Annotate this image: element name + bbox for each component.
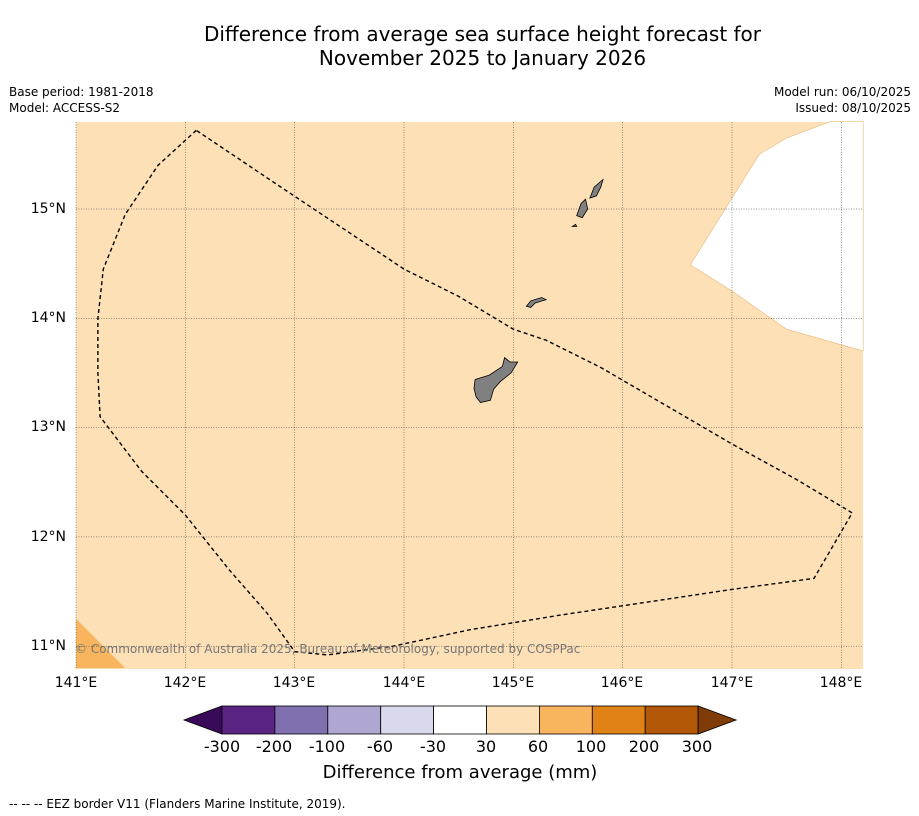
colorbar-tick-label: -300	[203, 737, 241, 756]
lon-label: 147°E	[710, 675, 754, 691]
colorbar-segment	[486, 705, 540, 735]
gridlines	[75, 122, 863, 669]
colorbar-segment	[591, 705, 646, 735]
lon-label: 146°E	[600, 675, 644, 691]
colorbar-tick-label: 200	[628, 737, 660, 756]
lat-label: 11°N	[30, 638, 66, 654]
base-period: Base period: 1981-2018	[9, 85, 154, 99]
lon-label: 145°E	[491, 675, 535, 691]
lon-label: 141°E	[54, 675, 98, 691]
map-title: Difference from average sea surface heig…	[0, 22, 919, 70]
neutral-anomaly-region	[689, 121, 864, 352]
title-line-1: Difference from average sea surface heig…	[203, 22, 762, 46]
island-tinian	[576, 198, 589, 219]
colorbar-segment	[221, 705, 276, 735]
eez-legend-note: -- -- -- EEZ border V11 (Flanders Marine…	[9, 797, 346, 811]
colorbar-tick-label: -200	[255, 737, 293, 756]
meta-left: Base period: 1981-2018 Model: ACCESS-S2	[9, 84, 154, 116]
colorbar-segment	[433, 705, 487, 735]
lon-label: 144°E	[382, 675, 426, 691]
lon-label: 143°E	[272, 675, 316, 691]
colorbar-tick-label: 100	[575, 737, 607, 756]
colorbar-tick-label: 60	[527, 737, 549, 756]
colorbar-title: Difference from average (mm)	[322, 762, 598, 783]
island-guam	[473, 356, 519, 403]
island-saipan	[589, 178, 604, 199]
issued-date: Issued: 08/10/2025	[795, 101, 911, 115]
colorbar	[182, 705, 738, 735]
lat-label: 15°N	[30, 201, 66, 217]
high-anomaly-region	[76, 618, 126, 669]
island-rota	[525, 297, 548, 308]
colorbar-segment	[380, 705, 435, 735]
eez-border	[97, 129, 854, 656]
colorbar-tick-label: -30	[419, 737, 447, 756]
lon-label: 148°E	[819, 675, 863, 691]
lat-label: 13°N	[30, 419, 66, 435]
meta-right: Model run: 06/10/2025 Issued: 08/10/2025	[774, 84, 911, 116]
model-run: Model run: 06/10/2025	[773, 85, 911, 99]
lat-label: 12°N	[30, 529, 66, 545]
colorbar-tick-label: -60	[366, 737, 394, 756]
colorbar-high-arrow	[697, 705, 738, 735]
colorbar-segment	[327, 705, 382, 735]
colorbar-tick-label: 300	[681, 737, 713, 756]
colorbar-tick-label: 30	[475, 737, 497, 756]
title-line-2: November 2025 to January 2026	[318, 46, 647, 70]
colorbar-segment	[539, 705, 593, 735]
islands	[473, 178, 604, 403]
colorbar-low-arrow	[182, 705, 223, 735]
island-aguijan	[571, 223, 578, 227]
lon-label: 142°E	[163, 675, 207, 691]
colorbar-segment	[644, 705, 699, 735]
colorbar-tick-label: -100	[308, 737, 346, 756]
copyright-notice: © Commonwealth of Australia 2025, Bureau…	[75, 642, 581, 656]
colorbar-segment	[274, 705, 329, 735]
model-name: Model: ACCESS-S2	[9, 101, 121, 115]
lat-label: 14°N	[30, 310, 66, 326]
